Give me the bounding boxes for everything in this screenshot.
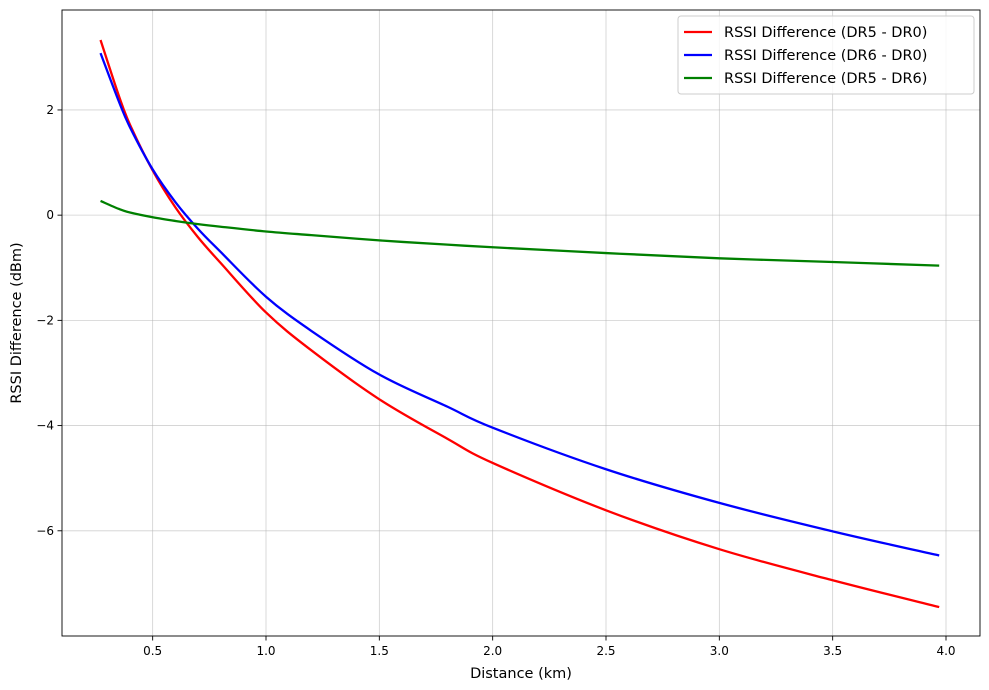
x-tick-label: 3.0 bbox=[710, 644, 729, 658]
series-line-2 bbox=[99, 52, 940, 557]
series-lines bbox=[99, 39, 940, 609]
plot-area-frame bbox=[61, 9, 981, 637]
x-tick-label: 2.5 bbox=[596, 644, 615, 658]
y-tick-label: 2 bbox=[46, 103, 54, 117]
x-tick-label: 2.0 bbox=[483, 644, 502, 658]
series-line-1 bbox=[99, 39, 940, 609]
legend-entry-label: RSSI Difference (DR6 - DR0) bbox=[724, 48, 927, 64]
y-tick-label: 0 bbox=[46, 208, 54, 222]
x-tick-label: 1.0 bbox=[256, 644, 275, 658]
legend-box bbox=[677, 15, 975, 95]
legend: RSSI Difference (DR5 - DR0) RSSI Differen… bbox=[677, 15, 975, 95]
grid bbox=[62, 10, 980, 636]
x-tick-label: 1.5 bbox=[370, 644, 389, 658]
y-tick-label: −4 bbox=[36, 419, 54, 433]
x-axis-label: Distance (km) bbox=[470, 666, 572, 682]
legend-entry-label: RSSI Difference (DR5 - DR6) bbox=[724, 71, 927, 87]
y-tick-label: −6 bbox=[36, 524, 54, 538]
series-line-3 bbox=[100, 199, 940, 267]
y-tick-label: −2 bbox=[36, 313, 54, 327]
x-tick-label: 3.5 bbox=[823, 644, 842, 658]
x-tick-label: 0.5 bbox=[143, 644, 162, 658]
y-axis-label: RSSI Difference (dBm) bbox=[9, 242, 25, 403]
axis-ticks: 0.5 1.0 1.5 2.0 2.5 3.0 3.5 4.0 −6 −4 −2 0 2 bbox=[36, 103, 955, 658]
legend-entry-label: RSSI Difference (DR5 - DR0) bbox=[724, 25, 927, 41]
x-tick-label: 4.0 bbox=[936, 644, 955, 658]
